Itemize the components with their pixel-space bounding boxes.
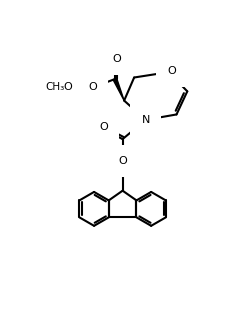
Polygon shape [113,78,124,101]
Text: N: N [141,115,150,125]
Text: O: O [88,82,97,92]
Text: O: O [168,66,176,76]
Text: O: O [113,54,122,64]
Text: O: O [118,156,127,166]
Text: O: O [99,122,108,132]
Text: O: O [63,82,72,92]
Text: CH₃: CH₃ [45,82,64,92]
